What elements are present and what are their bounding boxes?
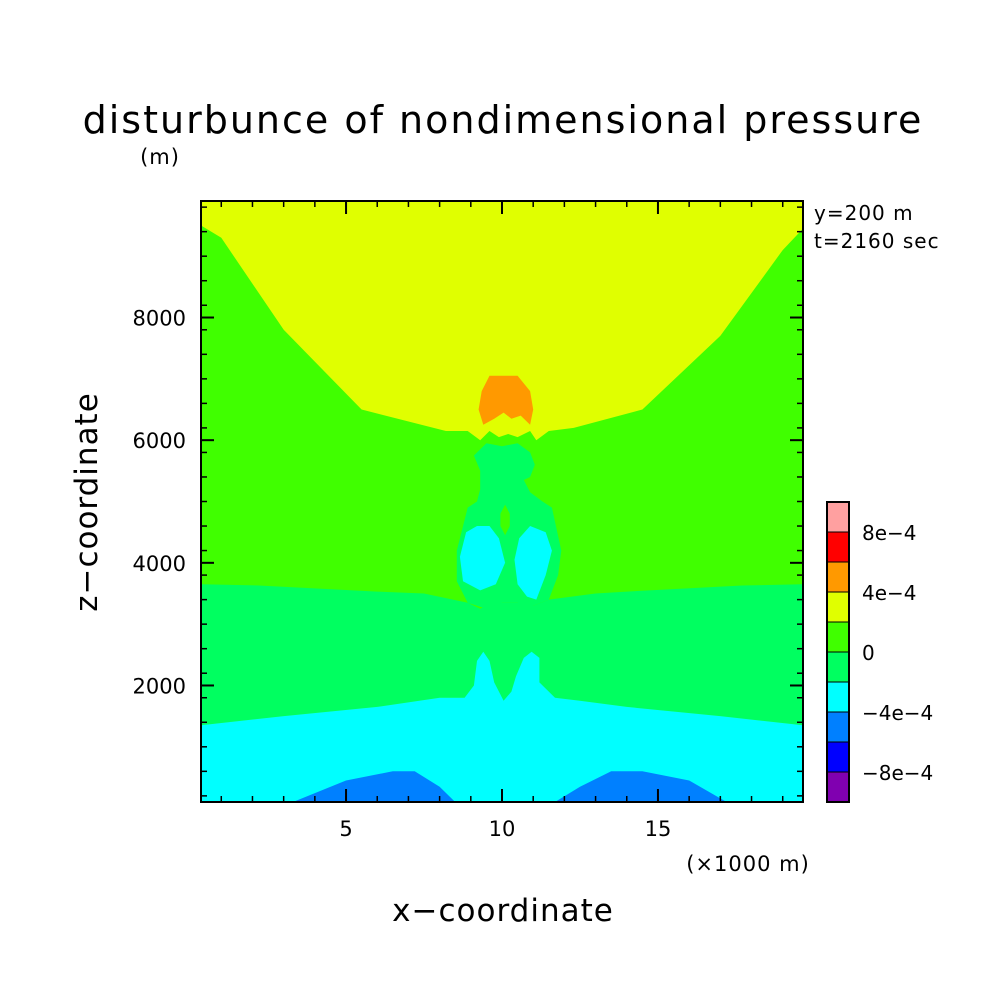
colorbar-bands bbox=[826, 501, 850, 803]
colorbar-tick-label: 8e−4 bbox=[862, 521, 917, 545]
colorbar-tick-label: 0 bbox=[862, 641, 875, 665]
colorbar-band bbox=[826, 591, 850, 623]
plot-area: 5 10 15 2000 4000 6000 8000 bbox=[133, 200, 804, 841]
annotation-y-position: y=200 m bbox=[814, 201, 914, 225]
y-tick-label: 8000 bbox=[133, 307, 186, 331]
region-positive-maximum bbox=[478, 375, 534, 425]
y-tick-label: 6000 bbox=[133, 429, 186, 453]
region-right-negative-cell bbox=[514, 526, 552, 600]
colorbar-band bbox=[826, 501, 850, 533]
y-axis-ticks: 2000 4000 6000 8000 bbox=[133, 307, 803, 698]
region-left-negative-cell bbox=[459, 526, 506, 591]
z-unit-label: (m) bbox=[140, 145, 180, 169]
x-tick-label: 15 bbox=[645, 817, 672, 841]
annotation-time: t=2160 sec bbox=[814, 229, 940, 253]
colorbar-band bbox=[826, 741, 850, 773]
y-axis-label: z−coordinate bbox=[69, 392, 105, 612]
y-tick-label: 4000 bbox=[133, 552, 186, 576]
region-upper-positive-band bbox=[201, 201, 803, 441]
chart-title: disturbunce of nondimensional pressure bbox=[83, 98, 924, 142]
colorbar-band bbox=[826, 711, 850, 743]
region-left-surface-minimum bbox=[293, 771, 456, 802]
y-tick-label: 2000 bbox=[133, 674, 186, 698]
region-mid-negative-band bbox=[201, 584, 803, 726]
colorbar-band bbox=[826, 771, 850, 803]
x-tick-label: 5 bbox=[339, 817, 352, 841]
colorbar-ticks: 8e−4 4e−4 0 −4e−4 −8e−4 bbox=[862, 521, 933, 785]
x-unit-label: (×1000 m) bbox=[686, 852, 810, 876]
colorbar-band bbox=[826, 561, 850, 593]
region-central-positive-dot bbox=[500, 504, 510, 536]
colorbar: 8e−4 4e−4 0 −4e−4 −8e−4 bbox=[826, 501, 933, 803]
colorbar-band bbox=[826, 651, 850, 683]
colorbar-tick-label: −8e−4 bbox=[862, 761, 933, 785]
region-lower-negative-band bbox=[201, 651, 803, 802]
colorbar-band bbox=[826, 621, 850, 653]
region-right-surface-minimum bbox=[555, 771, 727, 802]
x-axis-ticks: 5 10 15 bbox=[339, 201, 671, 841]
colorbar-band bbox=[826, 681, 850, 713]
x-axis-label: x−coordinate bbox=[392, 893, 614, 929]
colorbar-band bbox=[826, 531, 850, 563]
contour-regions bbox=[201, 201, 803, 802]
colorbar-tick-label: −4e−4 bbox=[862, 701, 933, 725]
colorbar-frame bbox=[826, 501, 850, 803]
x-tick-label: 10 bbox=[489, 817, 516, 841]
colorbar-tick-label: 4e−4 bbox=[862, 581, 917, 605]
